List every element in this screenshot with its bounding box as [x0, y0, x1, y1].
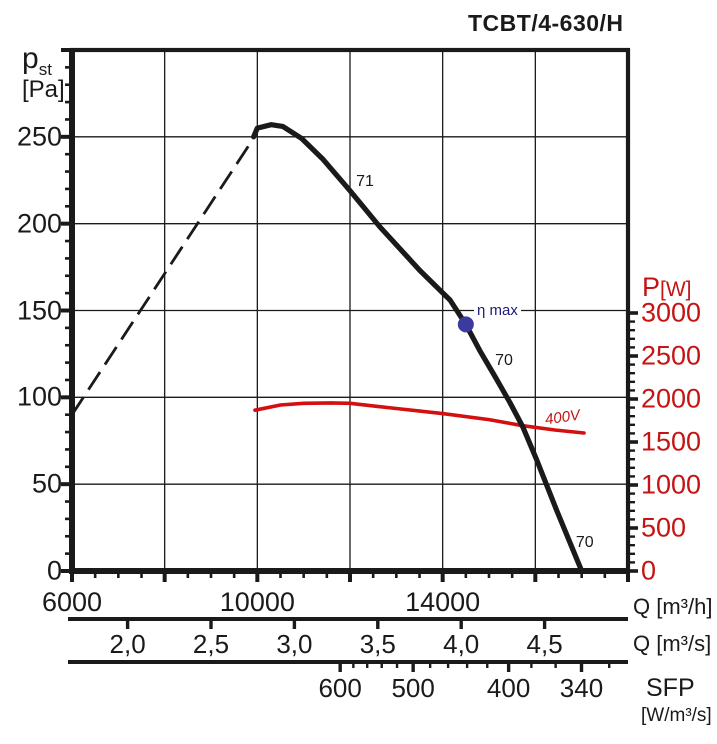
sfp-tick-label: 600: [318, 673, 362, 703]
efficiency-curve-label: 70: [495, 351, 513, 369]
y-left-tick-label: 150: [16, 295, 62, 325]
sfp-tick-label: 400: [486, 673, 531, 703]
y-axis-left-title: pst [Pa]: [22, 42, 65, 104]
y-right-tick-label: 1000: [641, 469, 702, 500]
x-axis-second-unit: Q [m³/s]: [633, 631, 712, 656]
y-right-tick-label: 3000: [641, 297, 702, 328]
pressure-symbol: p: [22, 42, 39, 75]
sfp-tick-label: 340: [559, 673, 604, 703]
y-left-tick-label: 100: [16, 381, 62, 412]
fan-curve-unstable-dashed: [70, 143, 252, 416]
y-left-tick-label: 200: [16, 208, 62, 239]
power-symbol: P: [642, 272, 661, 302]
x-axis-tick-label: 14000: [405, 587, 481, 617]
eta-max-label: η max: [474, 302, 521, 320]
x-axis-tick-label: 10000: [219, 587, 295, 617]
sfp-tick-label: 500: [391, 673, 435, 703]
mps-tick-label: 4,0: [443, 629, 480, 659]
y-right-tick-label: 0: [641, 555, 657, 586]
y-right-tick-label: 1500: [641, 426, 702, 457]
pressure-subscript: st: [38, 60, 52, 79]
y-right-tick-label: 2000: [641, 383, 702, 414]
mps-tick-label: 2,0: [109, 629, 146, 659]
y-axis-right-title: P[W]: [642, 272, 692, 303]
mps-tick-label: 3,5: [359, 629, 396, 659]
pressure-unit: [Pa]: [22, 76, 65, 103]
y-right-tick-label: 2500: [641, 340, 702, 371]
sfp-axis-title: SFP: [646, 674, 695, 702]
fan-pressure-curve: [251, 122, 585, 574]
efficiency-curve-label: 70: [575, 534, 594, 552]
y-left-tick-label: 50: [31, 468, 62, 499]
x-axis-hour-unit: Q [m³/h]: [633, 594, 713, 619]
mps-tick-label: 4,5: [526, 629, 563, 659]
sfp-axis-unit: [W/m³/s]: [641, 705, 712, 726]
y-left-tick-label: 0: [46, 555, 62, 586]
power-curve-400v: [253, 401, 586, 435]
mps-tick-label: 2,5: [192, 629, 230, 659]
page-title: TCBT/4-630/H: [468, 10, 624, 36]
mps-tick-label: 3,0: [276, 629, 313, 659]
y-left-tick-label: 250: [16, 121, 62, 152]
eta-max-point: [457, 316, 474, 333]
y-right-tick-label: 500: [641, 512, 687, 543]
x-axis-tick-label: 6000: [41, 587, 103, 617]
power-unit: [W]: [660, 278, 692, 301]
efficiency-curve-label: 71: [356, 172, 374, 190]
